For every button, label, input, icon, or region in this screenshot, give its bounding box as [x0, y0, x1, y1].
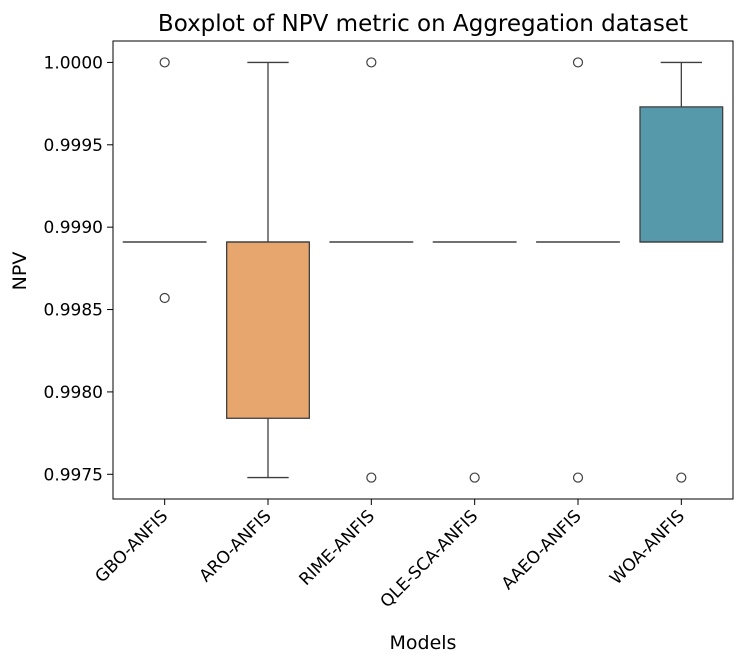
outlier-point [572, 472, 584, 483]
outlier-point [676, 472, 687, 483]
x-tick-label: ARO-ANFIS [196, 506, 276, 586]
box-rime-anfis [329, 57, 414, 483]
box-woa-anfis [639, 61, 724, 483]
box-qle-sca-anfis [432, 241, 517, 483]
box-aro-anfis [226, 61, 310, 479]
box-gbo-anfis [122, 57, 207, 304]
y-tick-label: 0.9995 [44, 136, 103, 156]
plot-frame [112, 40, 734, 500]
x-tick-label: WOA-ANFIS [606, 506, 689, 589]
axis-ticks: 0.9975 0.9980 0.9985 0.9990 0.9995 1.0000 GBO-… [44, 53, 689, 612]
y-tick-label: 0.9985 [44, 301, 103, 321]
outlier-point [366, 472, 377, 483]
outlier-point [572, 57, 584, 68]
outlier-point [469, 472, 480, 483]
y-axis-label: NPV [9, 252, 31, 291]
x-tick-label: AAEO-ANFIS [498, 506, 586, 594]
outlier-point [366, 57, 377, 68]
outlier-point [159, 292, 170, 304]
y-tick-label: 0.9980 [44, 383, 103, 403]
y-tick-label: 0.9975 [44, 465, 103, 485]
x-tick-label: GBO-ANFIS [92, 506, 173, 587]
x-axis-label: Models [390, 632, 457, 654]
box-body [639, 106, 724, 243]
chart-title: Boxplot of NPV metric on Aggregation dat… [158, 11, 688, 37]
y-tick-label: 0.9990 [44, 218, 103, 238]
x-tick-label: QLE-SCA-ANFIS [377, 506, 483, 612]
outlier-point [159, 57, 170, 68]
y-tick-label: 1.0000 [44, 53, 103, 73]
box-aaeo-anfis [536, 57, 620, 483]
box-body [226, 241, 310, 419]
x-tick-label: RIME-ANFIS [295, 506, 378, 589]
boxes [122, 57, 724, 483]
